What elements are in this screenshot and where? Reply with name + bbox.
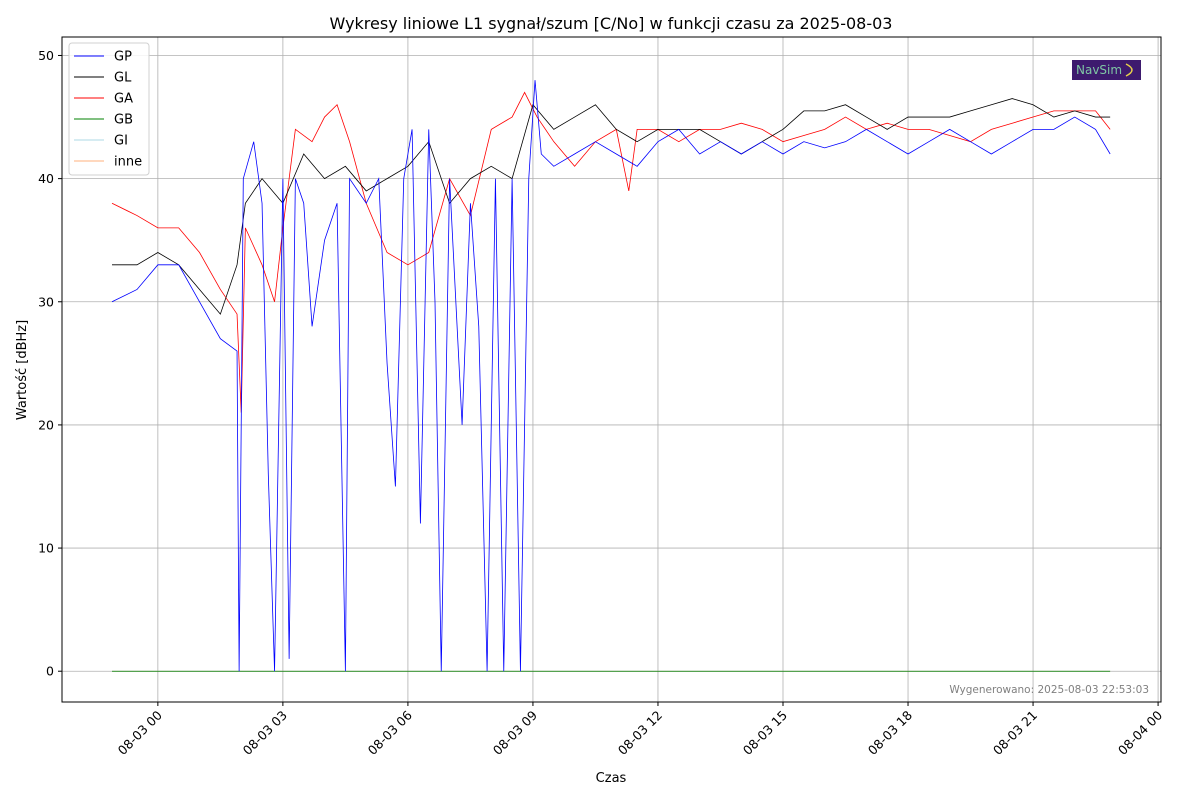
x-tick-label: 08-03 09 xyxy=(490,707,540,757)
x-axis: 08-03 00 08-03 03 08-03 06 08-03 09 08-03 12… xyxy=(115,702,1165,758)
grid xyxy=(62,37,1161,702)
y-tick-label: 0 xyxy=(46,664,54,679)
x-tick-label: 08-03 06 xyxy=(365,707,415,757)
legend-label: GB xyxy=(114,113,133,128)
plot-frame xyxy=(61,36,1162,703)
legend-label: GP xyxy=(114,50,132,65)
legend-label: GI xyxy=(114,134,128,149)
series-line-gp xyxy=(111,80,1111,672)
navsim-logo: NavSim xyxy=(1072,60,1141,80)
y-tick-label: 40 xyxy=(38,171,54,186)
x-tick-label: 08-03 03 xyxy=(240,708,290,758)
legend-label: inne xyxy=(114,155,142,170)
svg-text:NavSim: NavSim xyxy=(1076,63,1122,77)
x-axis-label: Czas xyxy=(596,771,627,786)
generated-timestamp: Wygenerowano: 2025-08-03 22:53:03 xyxy=(949,684,1149,696)
y-tick-label: 50 xyxy=(38,48,54,63)
y-axis-label: Wartość [dBHz] xyxy=(15,320,30,420)
y-tick-label: 10 xyxy=(38,541,54,556)
x-tick-label: 08-03 12 xyxy=(615,708,665,758)
series-group xyxy=(111,80,1111,672)
x-tick-label: 08-03 18 xyxy=(865,707,915,757)
series-line-ga xyxy=(111,91,1111,413)
legend: GP GL GA GB GI inne xyxy=(68,42,150,176)
y-tick-label: 30 xyxy=(38,294,54,309)
x-tick-label: 08-03 21 xyxy=(990,708,1040,758)
chart-title: Wykresy liniowe L1 sygnał/szum [C/No] w … xyxy=(330,14,893,33)
y-axis: 0 10 20 30 40 50 xyxy=(38,48,62,679)
legend-label: GL xyxy=(114,71,132,86)
x-tick-label: 08-03 00 xyxy=(115,707,165,757)
y-tick-label: 20 xyxy=(38,417,54,432)
x-tick-label: 08-04 00 xyxy=(1115,707,1165,757)
series-line-gl xyxy=(112,98,1111,315)
x-tick-label: 08-03 15 xyxy=(740,708,790,758)
legend-label: GA xyxy=(114,92,133,107)
